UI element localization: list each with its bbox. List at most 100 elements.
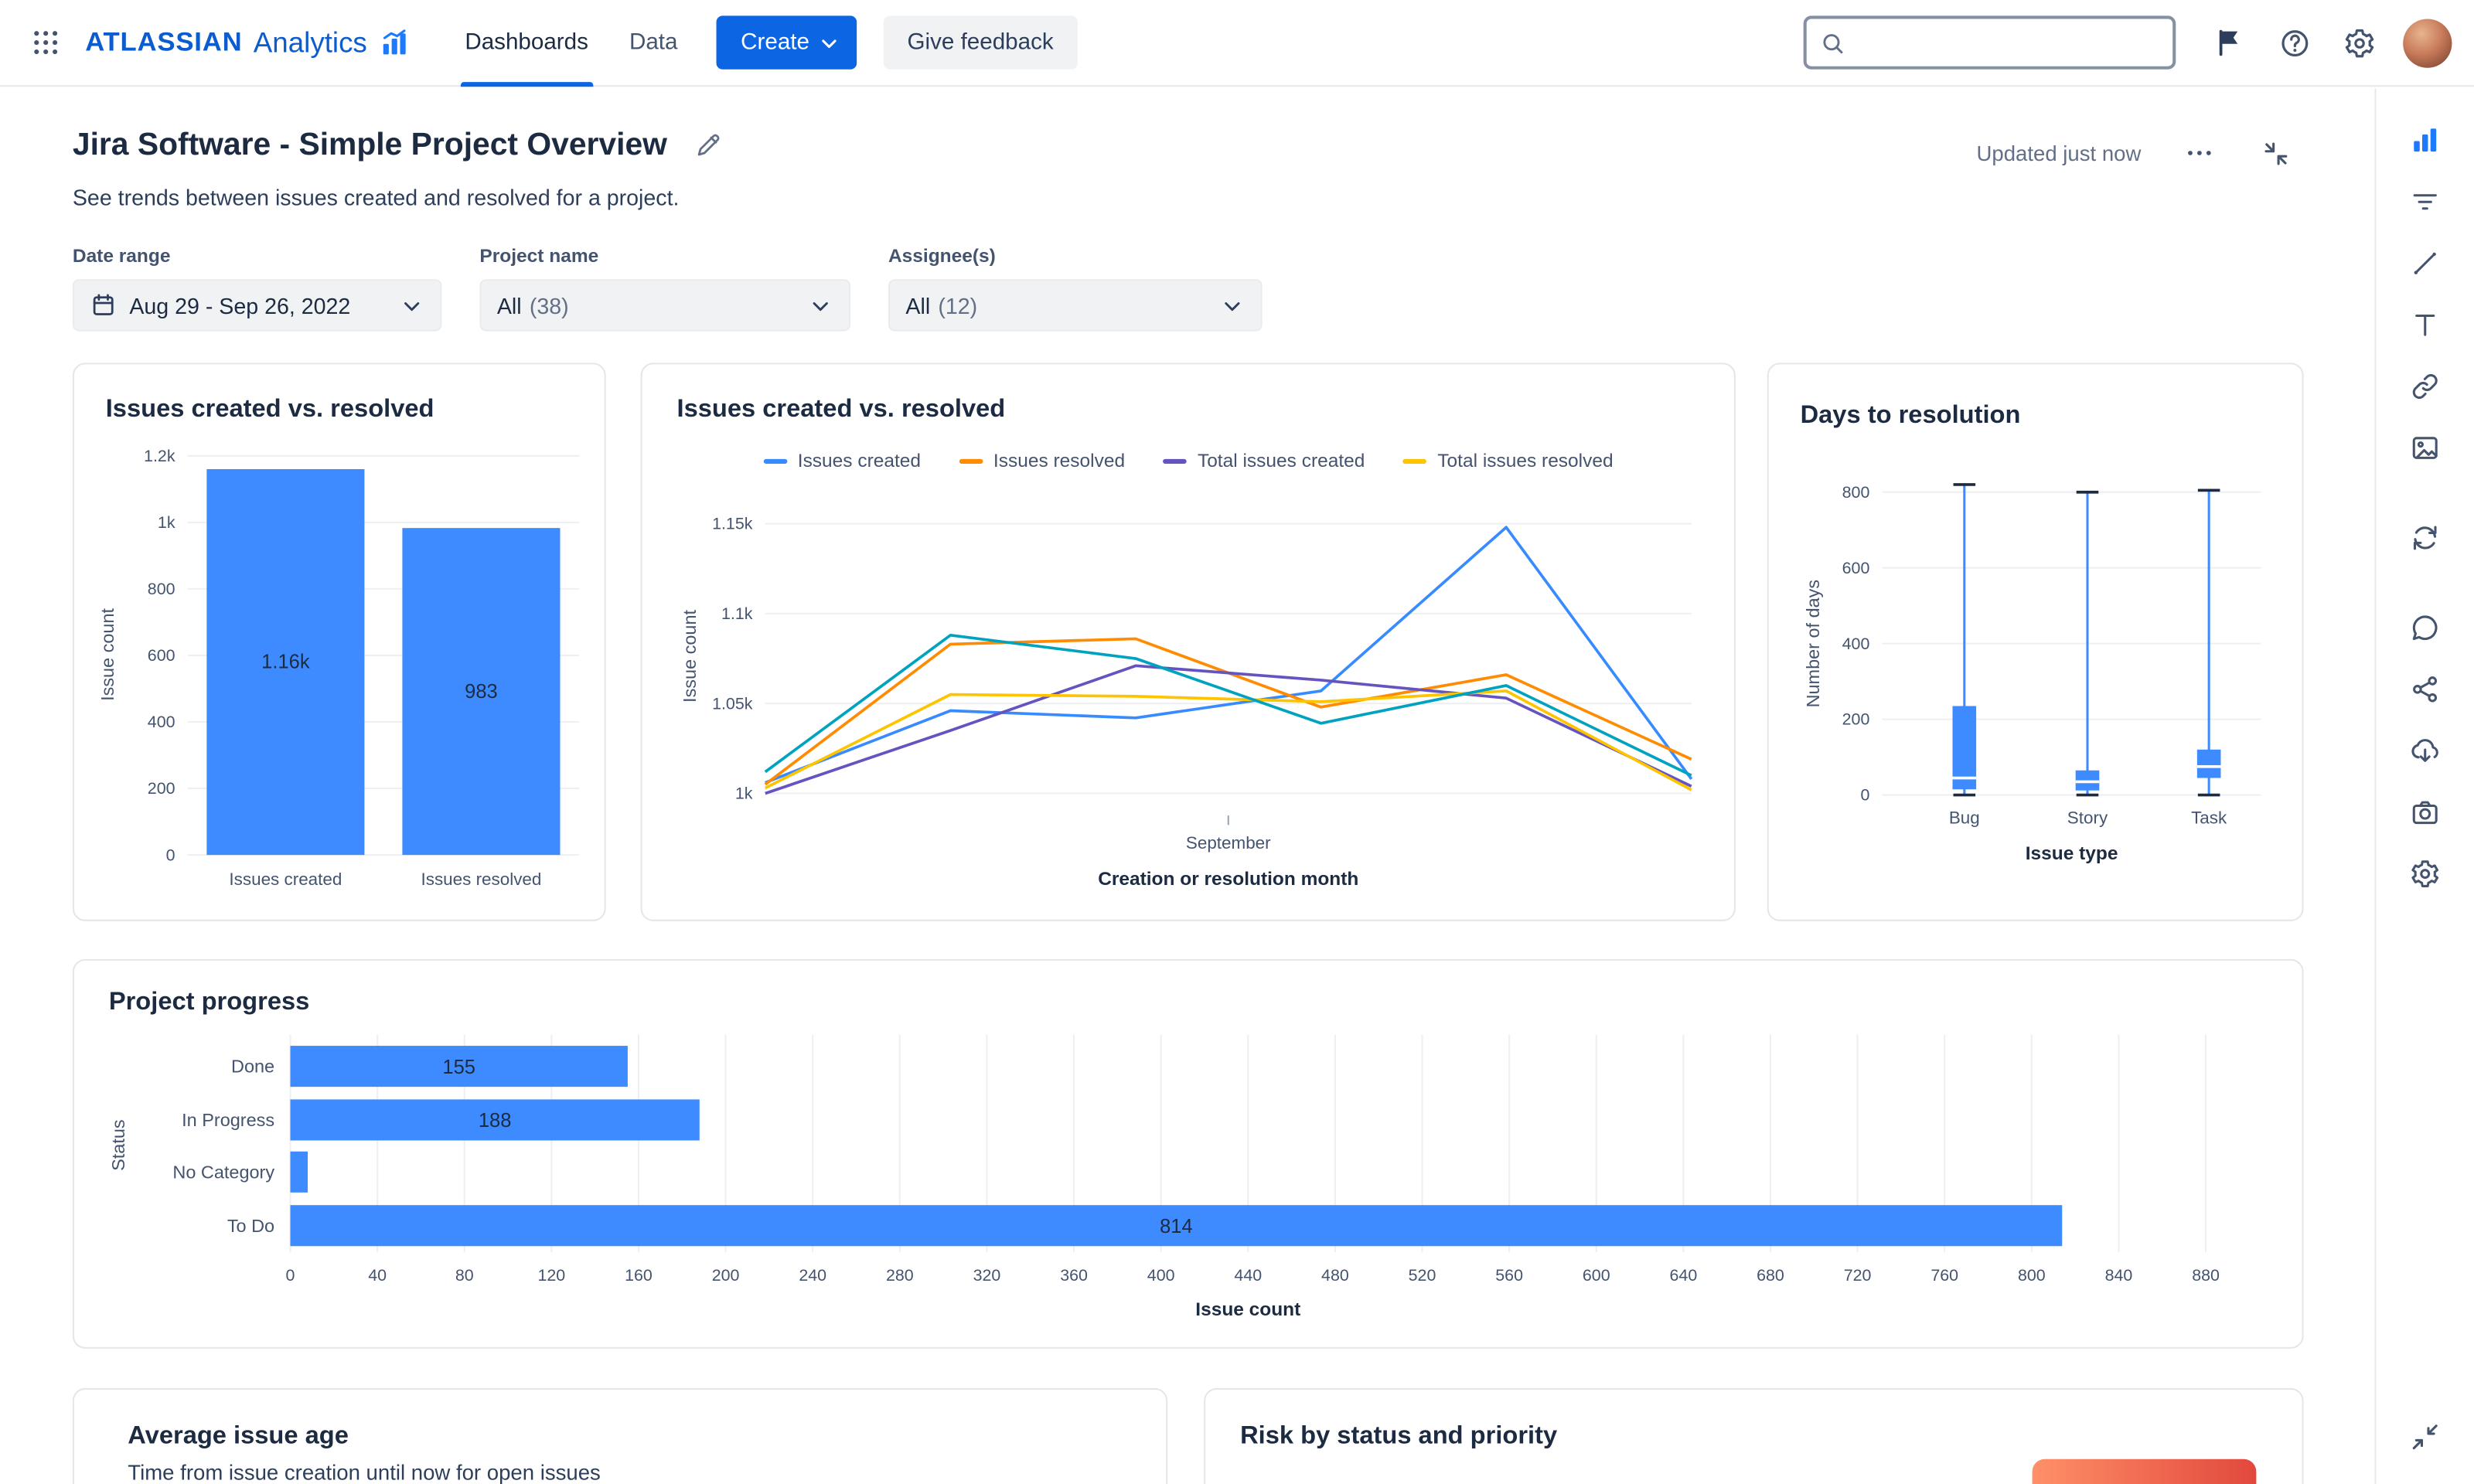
legend-swatch-icon [762, 458, 787, 463]
image-icon[interactable] [2397, 421, 2453, 473]
box [2196, 749, 2221, 778]
assignee-filter-count: (12) [938, 292, 978, 318]
card-subtitle: Time from issue creation until now for o… [128, 1460, 601, 1484]
settings-icon[interactable] [2397, 847, 2453, 899]
horizontal-bar-chart[interactable]: 0 40 80 120 160 200 240 280 320 360 400 440 480 520 56… [109, 1034, 2271, 1350]
line-series [764, 689, 1692, 791]
chevron-down-icon [808, 293, 833, 318]
svg-text:200: 200 [712, 1266, 740, 1285]
svg-text:1k: 1k [735, 785, 753, 803]
page-title: Jira Software - Simple Project Overview [72, 127, 667, 162]
date-range-filter-group: Date range Aug 29 - Sep 26, 2022 [72, 244, 442, 332]
app-switcher-icon[interactable] [19, 15, 72, 69]
box-plot-chart[interactable]: 0 200 400 600 800 Bug Story Task Issue type Numbe… [1801, 456, 2274, 897]
legend-item[interactable]: Issues resolved [959, 450, 1125, 471]
progress-bar [290, 1205, 2063, 1247]
nav-tab-dashboards[interactable]: Dashboards [445, 0, 609, 87]
bar-chart[interactable]: 0 200 400 600 800 1k 1.2k 1.16k Issues created 98… [90, 434, 591, 907]
box [1952, 706, 1977, 790]
project-filter-group: Project name All (38) [479, 244, 850, 332]
legend-item[interactable]: Total issues created [1163, 450, 1365, 471]
legend-item[interactable]: Total issues resolved [1402, 449, 1614, 472]
progress-bar [290, 1046, 628, 1087]
settings-icon[interactable] [2332, 15, 2385, 69]
text-icon[interactable] [2397, 298, 2453, 350]
navbar-right-cluster [1803, 15, 2452, 70]
brand-product: Analytics [253, 26, 367, 58]
help-icon[interactable] [2268, 15, 2321, 69]
svg-text:560: 560 [1495, 1266, 1523, 1285]
svg-text:No Category: No Category [172, 1162, 274, 1182]
project-filter-value: All [496, 292, 522, 318]
svg-text:Bug: Bug [1949, 808, 1980, 827]
svg-text:Task: Task [2191, 808, 2227, 827]
svg-text:800: 800 [148, 580, 175, 598]
collapse-view-icon[interactable] [2248, 126, 2302, 179]
more-menu-icon[interactable] [2172, 126, 2226, 179]
svg-text:80: 80 [455, 1266, 474, 1285]
svg-text:360: 360 [1060, 1266, 1088, 1285]
create-button[interactable]: Create [717, 15, 857, 70]
camera-icon[interactable] [2397, 785, 2453, 837]
nav-tab-data[interactable]: Data [629, 29, 678, 56]
search-box[interactable] [1803, 15, 2176, 70]
legend-label: Total issues resolved [1437, 449, 1614, 472]
svg-text:188: 188 [479, 1110, 512, 1132]
date-range-value: Aug 29 - Sep 26, 2022 [129, 292, 351, 318]
card-title: Risk by status and priority [1240, 1422, 1558, 1450]
card-project-progress: Project progress 0 40 80 120 160 200 240 280 320… [72, 958, 2304, 1350]
card-title: Project progress [108, 989, 310, 1016]
svg-text:440: 440 [1234, 1266, 1262, 1285]
svg-text:983: 983 [465, 681, 498, 703]
svg-text:1.2k: 1.2k [144, 447, 175, 465]
filter-bar: Date range Aug 29 - Sep 26, 2022 Project… [72, 244, 1263, 332]
svg-text:40: 40 [368, 1266, 387, 1285]
svg-text:Number of days: Number of days [1803, 580, 1823, 708]
line-series [764, 637, 1692, 786]
bar-chart-icon[interactable] [2397, 114, 2453, 165]
svg-text:320: 320 [973, 1266, 1001, 1285]
svg-text:155: 155 [442, 1057, 475, 1078]
assignee-select[interactable]: All (12) [888, 279, 1263, 332]
filter-icon[interactable] [2397, 175, 2453, 227]
legend-item[interactable]: Issues created [762, 450, 921, 471]
draw-line-icon[interactable] [2397, 237, 2453, 288]
calendar-icon [90, 292, 117, 319]
brand-name: ATLASSIAN [85, 26, 243, 57]
header-actions: Updated just now [1976, 126, 2302, 179]
flag-icon[interactable] [2203, 15, 2256, 69]
date-range-label: Date range [72, 244, 171, 267]
search-input[interactable] [1855, 29, 2160, 56]
give-feedback-button[interactable]: Give feedback [883, 15, 1078, 70]
svg-text:600: 600 [148, 646, 175, 665]
comment-icon[interactable] [2397, 601, 2453, 653]
line-series [765, 664, 1692, 795]
cloud-icon[interactable] [2397, 724, 2453, 776]
user-avatar[interactable] [2403, 18, 2452, 67]
create-button-label: Create [741, 29, 809, 56]
card-issues-created-vs-resolved-bar: Issues created vs. resolved 0 200 400 600 80… [72, 362, 606, 921]
collapse-panel-icon[interactable] [2397, 1410, 2453, 1462]
svg-text:Story: Story [2067, 808, 2108, 827]
brand-logo[interactable]: ATLASSIAN Analytics [85, 26, 410, 60]
refresh-icon[interactable] [2397, 511, 2453, 563]
svg-text:In Progress: In Progress [182, 1110, 274, 1130]
project-name-select[interactable]: All (38) [479, 279, 850, 332]
chevron-down-icon [399, 293, 424, 318]
line-chart[interactable]: 1k 1.05k 1.1k 1.15k September Creation or res… [673, 491, 1706, 901]
svg-text:240: 240 [799, 1266, 826, 1285]
svg-text:814: 814 [1160, 1216, 1193, 1237]
search-icon [1819, 29, 1846, 56]
svg-text:1k: 1k [158, 513, 175, 532]
svg-text:280: 280 [886, 1266, 914, 1285]
date-range-select[interactable]: Aug 29 - Sep 26, 2022 [72, 279, 442, 332]
primary-nav: Dashboards Data [445, 0, 698, 87]
link-icon[interactable] [2397, 359, 2453, 411]
share-icon[interactable] [2397, 662, 2453, 714]
dashboard-header: Jira Software - Simple Project Overview … [73, 123, 2302, 209]
edit-title-pencil-icon[interactable] [686, 123, 730, 167]
svg-text:Status: Status [109, 1119, 128, 1170]
svg-text:0: 0 [286, 1266, 295, 1285]
analytics-logo-chart-icon [378, 27, 410, 59]
